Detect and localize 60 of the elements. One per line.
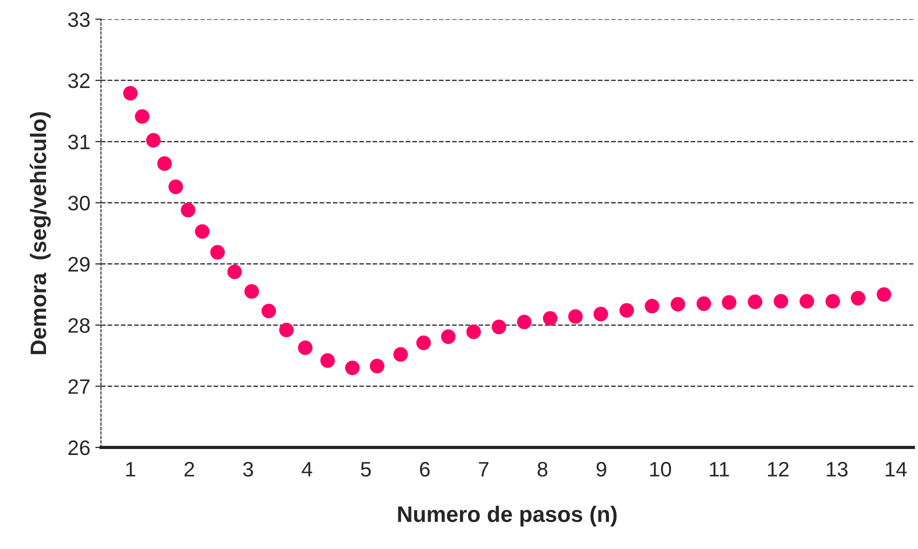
point <box>210 245 225 260</box>
point <box>800 294 814 309</box>
point <box>619 303 634 318</box>
x-tick-label: 14 <box>886 462 907 476</box>
point <box>279 322 294 338</box>
point <box>594 306 608 322</box>
point <box>345 360 360 376</box>
x-tick-label: 3 <box>243 462 254 477</box>
y-tick-label: 27 <box>68 379 90 394</box>
point <box>876 287 892 302</box>
point <box>298 340 313 356</box>
y-tick-label: 28 <box>68 318 90 333</box>
y-tick-label: 32 <box>68 73 90 88</box>
point <box>370 358 384 374</box>
point <box>670 297 686 312</box>
y-tick-label: 30 <box>68 196 90 210</box>
x-tick-label: 6 <box>420 462 430 477</box>
point <box>123 86 138 101</box>
y-tick-label: 33 <box>68 12 90 27</box>
y-tick-label: 26 <box>68 440 90 456</box>
point <box>180 202 196 218</box>
y-tick-label: 29 <box>68 256 90 272</box>
point <box>850 290 866 306</box>
point <box>466 324 481 340</box>
point <box>644 298 660 314</box>
point <box>227 264 242 280</box>
x-tick-label: 7 <box>478 462 488 476</box>
point <box>134 109 150 124</box>
point <box>722 295 736 310</box>
point <box>696 296 712 311</box>
point <box>194 224 210 239</box>
x-tick-label: 8 <box>538 462 548 477</box>
x-tick-label: 2 <box>184 462 194 476</box>
x-tick-label: 10 <box>650 462 672 477</box>
x-tick-label: 9 <box>596 462 606 477</box>
y-tick-label: 31 <box>68 134 90 150</box>
point <box>774 294 788 309</box>
point <box>568 309 583 324</box>
x-tick-label: 4 <box>302 462 312 476</box>
point <box>748 294 762 310</box>
point <box>516 314 532 330</box>
x-tick-label: 5 <box>360 462 371 477</box>
point <box>146 133 161 148</box>
x-tick-label: 11 <box>710 462 729 476</box>
point <box>441 329 456 344</box>
point <box>244 284 259 299</box>
x-tick-label: 12 <box>768 462 789 476</box>
point <box>261 304 276 318</box>
x-tick-label: 1 <box>126 462 136 476</box>
point <box>542 311 558 326</box>
point <box>168 180 184 194</box>
x-axis-title: Numero de pasos (n) <box>398 506 617 526</box>
y-axis-title: Demora (seg/vehículo) <box>30 112 51 354</box>
point <box>492 320 506 334</box>
point <box>825 294 840 309</box>
point <box>393 347 408 362</box>
point <box>320 353 335 368</box>
x-tick-label: 13 <box>826 462 848 477</box>
point <box>157 156 172 171</box>
point <box>416 336 431 350</box>
